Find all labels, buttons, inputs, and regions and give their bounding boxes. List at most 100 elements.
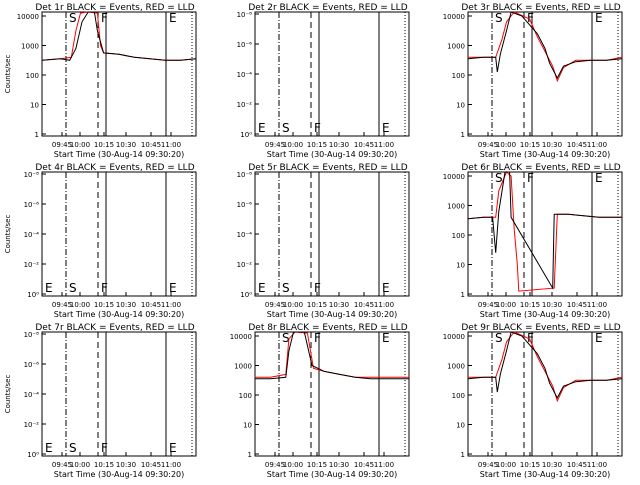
y-tick-label: 1	[248, 451, 252, 459]
x-axis-label: Start Time (30-Aug-14 09:30:20)	[54, 150, 185, 159]
lld-series-line	[255, 331, 409, 378]
x-tick-label: 10:00	[70, 461, 90, 469]
detector-panel-3: Det 3r BLACK = Events, RED = LLD 1 10 100 10…	[443, 3, 623, 159]
x-tick-label: 10:45	[567, 461, 587, 469]
y-tick-label: 10⁻⁶	[237, 41, 253, 49]
x-tick-label: 10:45	[567, 301, 587, 309]
y-tick-label: 10⁻⁸	[24, 171, 40, 179]
y-tick-label: 10⁻⁴	[24, 231, 40, 239]
panel-title: Det 9r BLACK = Events, RED = LLD	[461, 323, 620, 333]
x-tick-label: 10:15	[520, 301, 540, 309]
x-tick-label: 11:00	[374, 141, 394, 149]
y-tick-label: 10⁻⁸	[237, 171, 253, 179]
marker-label-e: E	[169, 441, 177, 455]
marker-label-f: F	[101, 441, 108, 455]
marker-label-e0: E	[258, 281, 266, 295]
events-series-line	[467, 11, 623, 80]
x-tick-label: 10:00	[283, 141, 303, 149]
marker-label-f: F	[527, 171, 534, 185]
x-tick-label: 10:30	[116, 141, 136, 149]
panel-title: Det 7r BLACK = Events, RED = LLD	[35, 323, 194, 333]
marker-label-f: F	[527, 11, 534, 25]
lld-series-line	[468, 331, 623, 403]
marker-label-s: S	[282, 281, 290, 295]
y-tick-label: 10⁻²	[24, 261, 40, 269]
x-axis-label: Start Time (30-Aug-14 09:30:20)	[54, 470, 185, 479]
x-tick-label: 09:45	[52, 141, 72, 149]
lld-series-line	[467, 171, 622, 292]
x-tick-label: 10:30	[329, 141, 349, 149]
marker-label-e0: E	[45, 441, 53, 455]
y-tick-label: 10000	[443, 333, 465, 341]
x-tick-label: 11:00	[161, 301, 181, 309]
y-tick-label: 10	[456, 422, 465, 430]
panel-title: Det 5r BLACK = Events, RED = LLD	[248, 163, 407, 173]
x-tick-label: 10:45	[141, 461, 161, 469]
detector-panel-9: Det 9r BLACK = Events, RED = LLD 1 10 100 10…	[443, 323, 623, 479]
y-tick-label: 10⁻⁴	[237, 231, 253, 239]
detector-panel-1: Det 1r BLACK = Events, RED = LLD Counts/s…	[4, 3, 197, 159]
plot-frame	[254, 331, 410, 457]
x-tick-label: 10:15	[520, 461, 540, 469]
x-tick-label: 09:45	[265, 461, 285, 469]
x-tick-label: 09:45	[265, 301, 285, 309]
marker-label-s: S	[282, 331, 290, 345]
marker-label-s: S	[495, 331, 503, 345]
detector-panel-8: Det 8r BLACK = Events, RED = LLD 1 10 100 10…	[230, 323, 410, 479]
x-tick-label: 10:45	[141, 141, 161, 149]
x-tick-label: 11:00	[161, 141, 181, 149]
x-axis-label: Start Time (30-Aug-14 09:30:20)	[54, 310, 185, 319]
detector-panel-2: Det 2r BLACK = Events, RED = LLD 10⁰ 10⁻² 1…	[237, 3, 410, 159]
y-tick-label: 10000	[443, 173, 465, 181]
x-tick-label: 11:00	[587, 461, 607, 469]
marker-label-e0: E	[258, 121, 266, 135]
x-tick-label: 10:45	[354, 301, 374, 309]
marker-label-f: F	[314, 331, 321, 345]
y-tick-label: 100	[26, 72, 39, 80]
marker-label-f: F	[527, 331, 534, 345]
y-tick-label: 10⁰	[27, 451, 39, 459]
x-tick-label: 10:15	[520, 141, 540, 149]
y-axis-label: Counts/sec	[4, 375, 12, 414]
x-tick-label: 10:15	[307, 301, 327, 309]
panel-title: Det 6r BLACK = Events, RED = LLD	[461, 163, 620, 173]
detector-panel-4: Det 4r BLACK = Events, RED = LLD Counts/s…	[4, 163, 197, 319]
x-tick-label: 10:30	[329, 301, 349, 309]
plot-frame	[467, 11, 623, 137]
y-tick-label: 10⁰	[240, 131, 252, 139]
y-tick-label: 10⁻⁸	[24, 331, 40, 339]
x-tick-label: 09:45	[52, 301, 72, 309]
x-tick-label: 10:30	[542, 141, 562, 149]
y-tick-label: 100	[239, 392, 252, 400]
x-tick-label: 10:00	[70, 141, 90, 149]
x-tick-label: 10:30	[542, 301, 562, 309]
marker-label-e: E	[169, 11, 177, 25]
x-tick-label: 10:30	[542, 461, 562, 469]
y-tick-label: 10000	[230, 333, 252, 341]
y-tick-label: 10⁻⁶	[24, 361, 40, 369]
y-tick-label: 1	[35, 131, 39, 139]
y-tick-label: 100	[452, 392, 465, 400]
x-tick-label: 11:00	[374, 461, 394, 469]
y-tick-label: 100	[452, 72, 465, 80]
x-tick-label: 10:00	[496, 141, 516, 149]
y-tick-label: 1000	[447, 43, 465, 51]
marker-label-s: S	[69, 281, 77, 295]
marker-label-e: E	[169, 281, 177, 295]
x-tick-label: 09:45	[478, 301, 498, 309]
marker-label-s: S	[495, 171, 503, 185]
x-tick-label: 10:15	[94, 141, 114, 149]
marker-label-s: S	[282, 121, 290, 135]
x-tick-label: 10:30	[116, 461, 136, 469]
x-tick-label: 10:00	[496, 461, 516, 469]
y-tick-label: 10⁻⁴	[24, 391, 40, 399]
x-tick-label: 10:30	[116, 301, 136, 309]
x-axis-label: Start Time (30-Aug-14 09:30:20)	[480, 310, 611, 319]
x-tick-label: 10:15	[307, 141, 327, 149]
x-tick-label: 09:45	[265, 141, 285, 149]
x-axis-label: Start Time (30-Aug-14 09:30:20)	[267, 470, 398, 479]
y-tick-label: 10⁻²	[24, 421, 40, 429]
y-tick-label: 10	[456, 102, 465, 110]
x-tick-label: 10:15	[307, 461, 327, 469]
marker-label-e: E	[382, 281, 390, 295]
